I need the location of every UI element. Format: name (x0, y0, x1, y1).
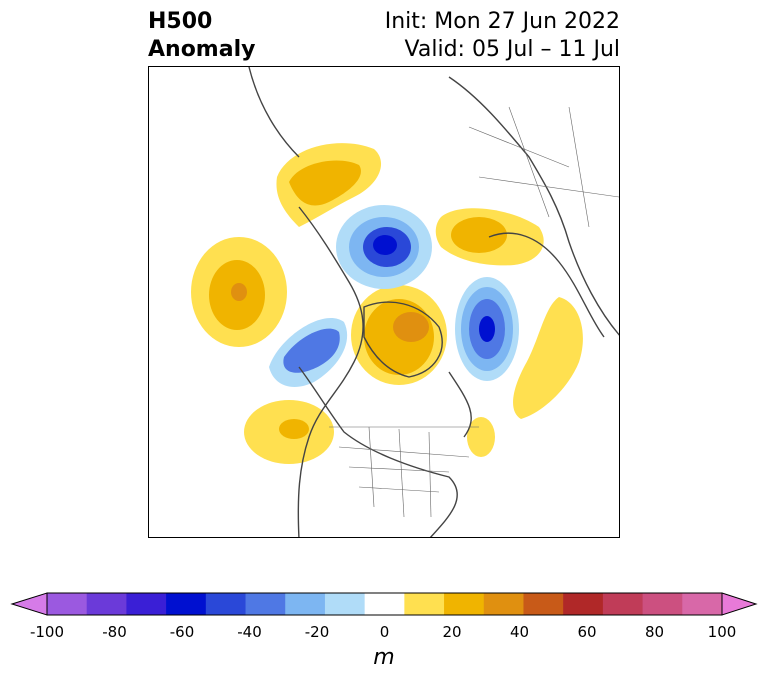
colorbar-bin (205, 593, 247, 615)
colorbar-tick-label: 100 (707, 623, 737, 641)
valid-range: Valid: 05 Jul – 11 Jul (404, 37, 620, 62)
colorbar-unit: m (373, 645, 395, 670)
colorbar-tick-label: 80 (644, 623, 665, 641)
political-borders (329, 106, 619, 518)
colorbar-bin (285, 593, 326, 615)
colorbar-bin (602, 593, 644, 615)
colorbar-extend-high (721, 592, 758, 616)
colorbar-frame (46, 592, 723, 616)
colorbar-bin (404, 593, 445, 615)
colorbar-bin (166, 593, 207, 615)
colorbar-bin (47, 593, 88, 615)
colorbar-bin (642, 593, 683, 615)
colorbar-extend-low (10, 592, 48, 616)
colorbar-bin (126, 593, 167, 615)
colorbar-bin (444, 593, 485, 615)
colorbar-tick-label: -20 (304, 623, 330, 641)
colorbar-bin (86, 593, 127, 615)
field-subname: Anomaly (148, 37, 256, 62)
colorbar-bin (563, 593, 604, 615)
title-left: H500 Anomaly (148, 8, 255, 64)
colorbar-tick-label: 40 (509, 623, 530, 641)
colorbar-bin (364, 593, 405, 615)
colorbar-tick-label: 20 (442, 623, 462, 641)
colorbar-tick-label: -60 (169, 623, 195, 641)
colorbar-tick-label: -100 (29, 623, 65, 641)
positive-anomaly-region-arctic-canada (276, 143, 382, 227)
colorbar-bin (324, 593, 366, 615)
positive-anomaly-region-nw-pacific (191, 237, 287, 347)
coastlines (248, 67, 619, 537)
colorbar-bin (682, 593, 723, 615)
colorbar-bin (483, 593, 524, 615)
colorbar-tick-label: 60 (577, 623, 597, 641)
colorbar-bin (245, 593, 286, 615)
negative-anomaly-region-kara-sea (336, 205, 432, 289)
field-name: H500 (148, 9, 213, 34)
map-panel (148, 66, 620, 538)
colorbar-tick-label: 0 (379, 623, 390, 641)
negative-anomaly-region-alaska (269, 318, 348, 387)
colorbar-bin (523, 593, 564, 615)
title-right: Init: Mon 27 Jun 2022 Valid: 05 Jul – 11… (385, 8, 620, 64)
init-date: Init: Mon 27 Jun 2022 (384, 9, 620, 34)
positive-anomaly-region-greenland (351, 285, 447, 385)
colorbar-tick-label: -80 (102, 623, 127, 641)
anomaly-map (191, 67, 619, 537)
colorbar-tick-label: -40 (237, 623, 262, 641)
positive-anomaly-region-pacific-coast (244, 400, 334, 464)
negative-anomaly-region-north-atlantic (455, 277, 519, 381)
colorbar (10, 592, 758, 616)
